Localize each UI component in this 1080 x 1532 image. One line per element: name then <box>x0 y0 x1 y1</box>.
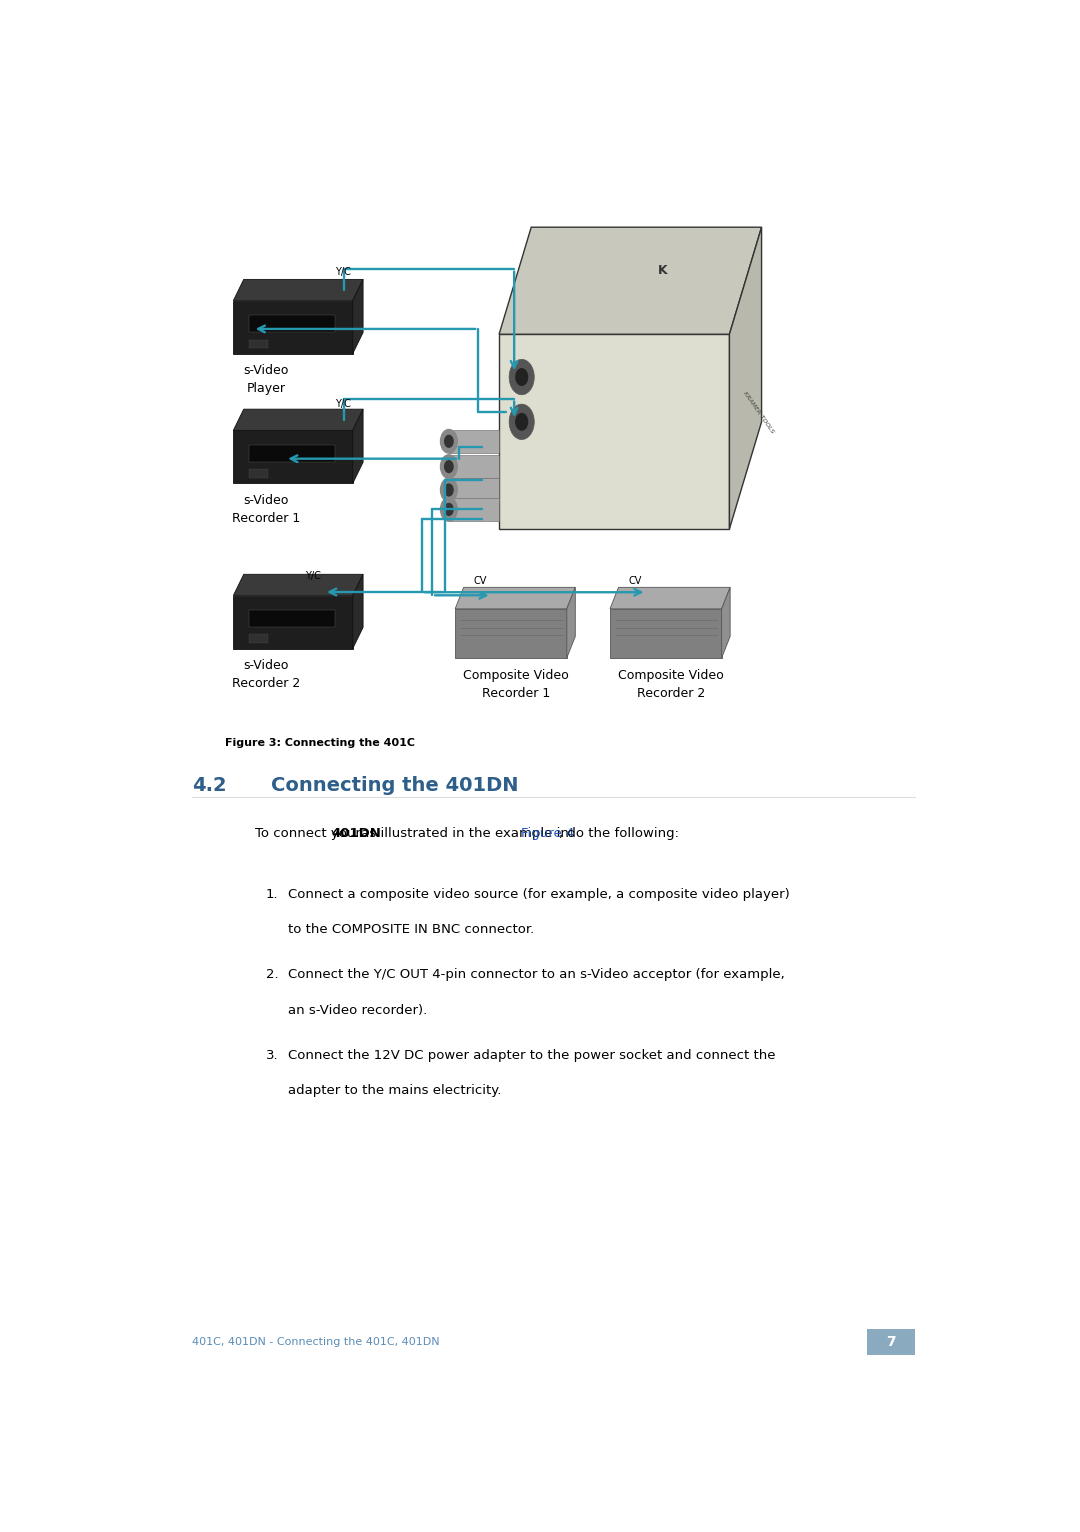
Circle shape <box>441 429 457 453</box>
Polygon shape <box>499 334 729 529</box>
Circle shape <box>509 404 535 440</box>
Polygon shape <box>233 430 353 484</box>
Text: as illustrated in the example in: as illustrated in the example in <box>357 827 573 840</box>
Bar <box>449 478 499 502</box>
Text: Composite Video
Recorder 2: Composite Video Recorder 2 <box>618 669 724 700</box>
Polygon shape <box>233 409 363 430</box>
Bar <box>248 634 268 643</box>
Circle shape <box>445 435 454 447</box>
Bar <box>248 340 268 348</box>
Text: CV: CV <box>629 576 642 587</box>
Polygon shape <box>353 409 363 484</box>
Circle shape <box>441 455 457 478</box>
Circle shape <box>516 414 527 430</box>
Polygon shape <box>248 314 335 332</box>
Text: , do the following:: , do the following: <box>559 827 679 840</box>
Polygon shape <box>248 444 335 463</box>
Circle shape <box>441 478 457 502</box>
Circle shape <box>509 360 535 395</box>
Polygon shape <box>233 300 353 354</box>
Polygon shape <box>233 279 363 300</box>
Text: CV: CV <box>473 576 487 587</box>
Text: 7: 7 <box>886 1336 895 1350</box>
Text: 2.: 2. <box>266 968 279 982</box>
Circle shape <box>445 484 454 496</box>
Text: Connecting the 401DN: Connecting the 401DN <box>271 777 518 795</box>
Text: s-Video
Recorder 1: s-Video Recorder 1 <box>231 495 300 525</box>
Polygon shape <box>610 587 730 608</box>
Polygon shape <box>721 587 730 657</box>
Polygon shape <box>567 587 576 657</box>
Text: 4.2: 4.2 <box>192 777 227 795</box>
Polygon shape <box>353 574 363 648</box>
Bar <box>449 455 499 478</box>
Bar <box>449 498 499 521</box>
Text: to the COMPOSITE IN BNC connector.: to the COMPOSITE IN BNC connector. <box>288 924 535 936</box>
Polygon shape <box>233 596 353 648</box>
Text: Y/C: Y/C <box>335 267 350 277</box>
Circle shape <box>441 498 457 521</box>
Polygon shape <box>729 227 761 529</box>
Polygon shape <box>610 608 721 657</box>
Polygon shape <box>233 574 363 596</box>
Text: s-Video
Player: s-Video Player <box>243 365 288 395</box>
FancyBboxPatch shape <box>866 1330 915 1356</box>
Circle shape <box>445 461 454 472</box>
Text: Y/C: Y/C <box>335 400 350 409</box>
Text: 401C, 401DN - Connecting the 401C, 401DN: 401C, 401DN - Connecting the 401C, 401DN <box>192 1337 440 1347</box>
Text: Connect a composite video source (for example, a composite video player): Connect a composite video source (for ex… <box>288 889 789 901</box>
Text: 401DN: 401DN <box>332 827 381 840</box>
Text: s-Video
Recorder 2: s-Video Recorder 2 <box>231 659 300 691</box>
Text: an s-Video recorder).: an s-Video recorder). <box>288 1003 428 1017</box>
Circle shape <box>445 504 454 515</box>
Polygon shape <box>455 587 576 608</box>
Text: 3.: 3. <box>266 1048 279 1062</box>
Bar <box>449 429 499 453</box>
Text: Figure 3: Connecting the 401C: Figure 3: Connecting the 401C <box>226 738 416 748</box>
Text: adapter to the mains electricity.: adapter to the mains electricity. <box>288 1085 501 1097</box>
Polygon shape <box>499 227 761 334</box>
Text: To connect your: To connect your <box>255 827 365 840</box>
Text: Connect the Y/C OUT 4-pin connector to an s-Video acceptor (for example,: Connect the Y/C OUT 4-pin connector to a… <box>288 968 785 982</box>
Polygon shape <box>455 608 567 657</box>
Polygon shape <box>353 279 363 354</box>
Circle shape <box>516 369 527 386</box>
Text: Connect the 12V DC power adapter to the power socket and connect the: Connect the 12V DC power adapter to the … <box>288 1048 775 1062</box>
Text: Composite Video
Recorder 1: Composite Video Recorder 1 <box>463 669 569 700</box>
Polygon shape <box>248 610 335 628</box>
Text: Figure 4: Figure 4 <box>521 827 573 840</box>
Text: KRAMER TOOLS: KRAMER TOOLS <box>742 391 774 434</box>
Text: 1.: 1. <box>266 889 279 901</box>
Text: K: K <box>658 264 667 276</box>
Text: Y/C: Y/C <box>305 571 321 581</box>
Bar <box>248 469 268 478</box>
